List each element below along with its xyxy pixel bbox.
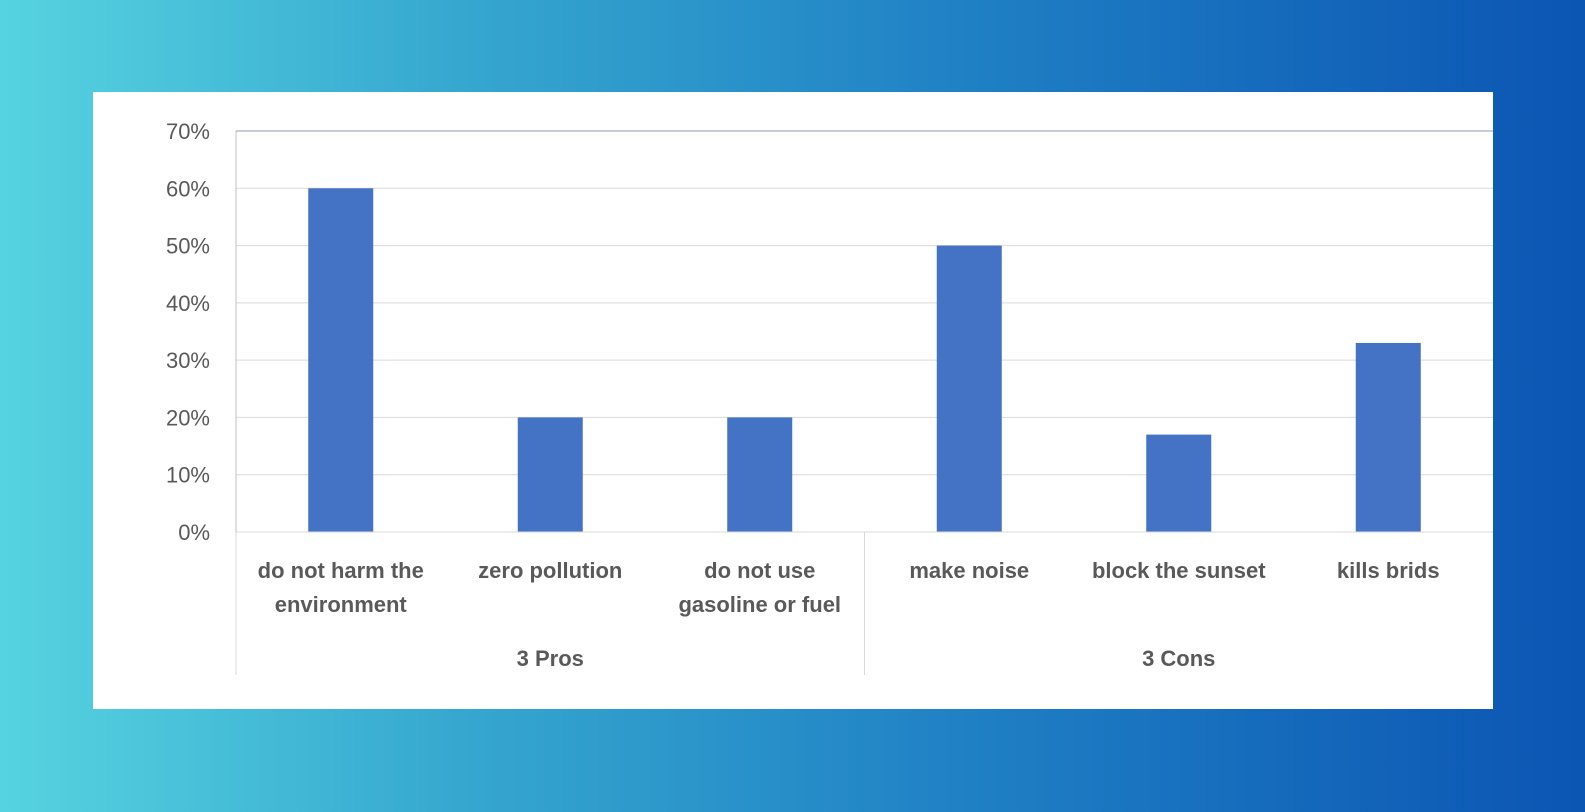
y-tick-label: 10%: [166, 463, 210, 488]
y-tick-label: 40%: [166, 291, 210, 316]
bar: [517, 417, 583, 532]
y-tick-label: 30%: [166, 348, 210, 373]
group-labels: 3 Pros 3 Cons: [517, 646, 1216, 671]
bar: [727, 417, 793, 532]
category-labels: do not harm the environment zero pollution…: [258, 558, 1440, 617]
bar: [1355, 342, 1421, 532]
category-label: make noise: [909, 558, 1029, 583]
group-label: 3 Pros: [517, 646, 584, 671]
category-label: do not harm the environment: [258, 558, 424, 617]
category-label: kills brids: [1337, 558, 1440, 583]
category-label: do not use gasoline or fuel: [678, 558, 841, 617]
axes: [235, 131, 1493, 675]
bars: [308, 188, 1421, 533]
gridlines: [236, 130, 1493, 476]
bar: [308, 188, 374, 532]
category-label: block the sunset: [1092, 558, 1266, 583]
y-tick-label: 70%: [166, 119, 210, 144]
bar: [1146, 434, 1212, 532]
y-tick-label: 60%: [166, 176, 210, 201]
group-label: 3 Cons: [1142, 646, 1215, 671]
y-tick-label: 20%: [166, 405, 210, 430]
category-label: zero pollution: [478, 558, 622, 583]
bar: [936, 245, 1002, 533]
y-tick-label: 50%: [166, 234, 210, 259]
y-tick-label: 0%: [178, 520, 210, 545]
bar-chart: 0% 10% 20% 30% 40% 50% 60% 70% do not harm the e…: [166, 119, 1493, 675]
chart-panel: 0% 10% 20% 30% 40% 50% 60% 70% do not harm the e…: [93, 92, 1493, 709]
y-tick-labels: 0% 10% 20% 30% 40% 50% 60% 70%: [166, 119, 210, 545]
